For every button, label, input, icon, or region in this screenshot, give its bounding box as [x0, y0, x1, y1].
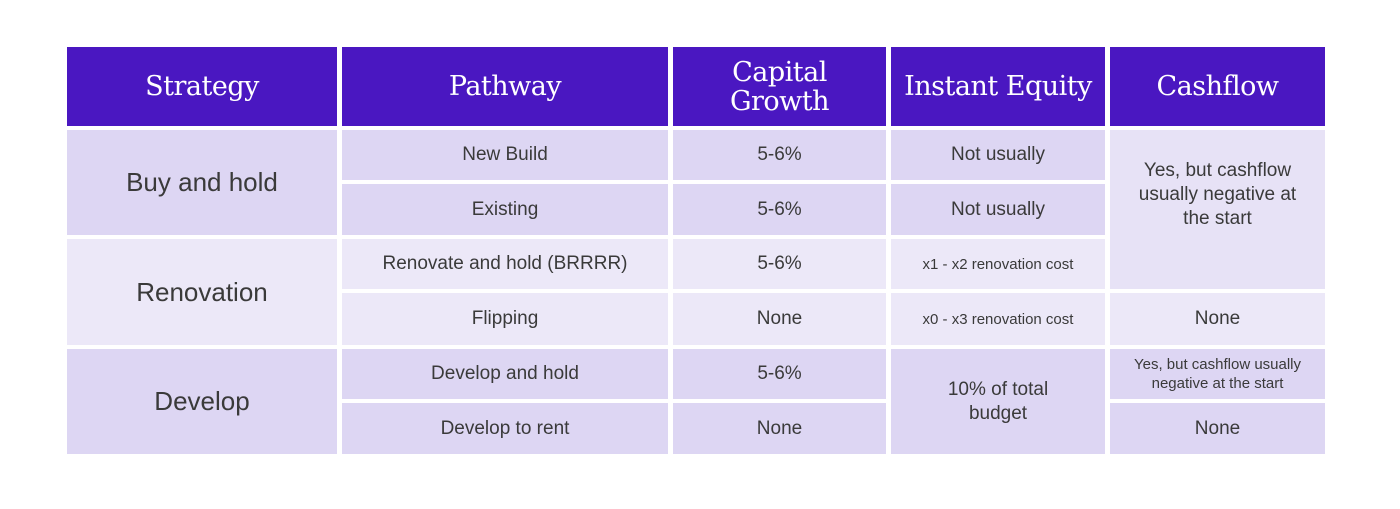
- cashflow-buy-renovate: Yes, but cashflow usually negative at th…: [1110, 130, 1325, 289]
- capital-growth-cell: 5-6%: [673, 130, 886, 180]
- instant-equity-cell: Not usually: [891, 130, 1105, 180]
- instant-equity-cell: x1 - x2 renovation cost: [891, 239, 1105, 289]
- capital-growth-cell: 5-6%: [673, 239, 886, 289]
- cashflow-develop-and-hold: Yes, but cashflow usually negative at th…: [1110, 349, 1325, 399]
- header-pathway: Pathway: [342, 47, 668, 126]
- capital-growth-cell: 5-6%: [673, 184, 886, 235]
- cashflow-develop-to-rent: None: [1110, 403, 1325, 454]
- capital-growth-cell: None: [673, 403, 886, 454]
- pathway-cell: Existing: [342, 184, 668, 235]
- pathway-cell: Develop and hold: [342, 349, 668, 399]
- pathway-cell: New Build: [342, 130, 668, 180]
- pathway-cell: Develop to rent: [342, 403, 668, 454]
- header-instant-equity: Instant Equity: [891, 47, 1105, 126]
- strategy-comparison-table: Strategy Pathway Capital Growth Instant …: [67, 47, 1325, 454]
- capital-growth-cell: None: [673, 293, 886, 345]
- header-cashflow: Cashflow: [1110, 47, 1325, 126]
- pathway-cell: Renovate and hold (BRRRR): [342, 239, 668, 289]
- pathway-cell: Flipping: [342, 293, 668, 345]
- strategy-buy-and-hold: Buy and hold: [67, 130, 337, 235]
- instant-equity-cell: x0 - x3 renovation cost: [891, 293, 1105, 345]
- instant-equity-develop: 10% of total budget: [891, 349, 1105, 454]
- header-capital-growth: Capital Growth: [673, 47, 886, 126]
- instant-equity-cell: Not usually: [891, 184, 1105, 235]
- cashflow-flipping: None: [1110, 293, 1325, 345]
- strategy-develop: Develop: [67, 349, 337, 454]
- capital-growth-cell: 5-6%: [673, 349, 886, 399]
- strategy-renovation: Renovation: [67, 239, 337, 345]
- header-strategy: Strategy: [67, 47, 337, 126]
